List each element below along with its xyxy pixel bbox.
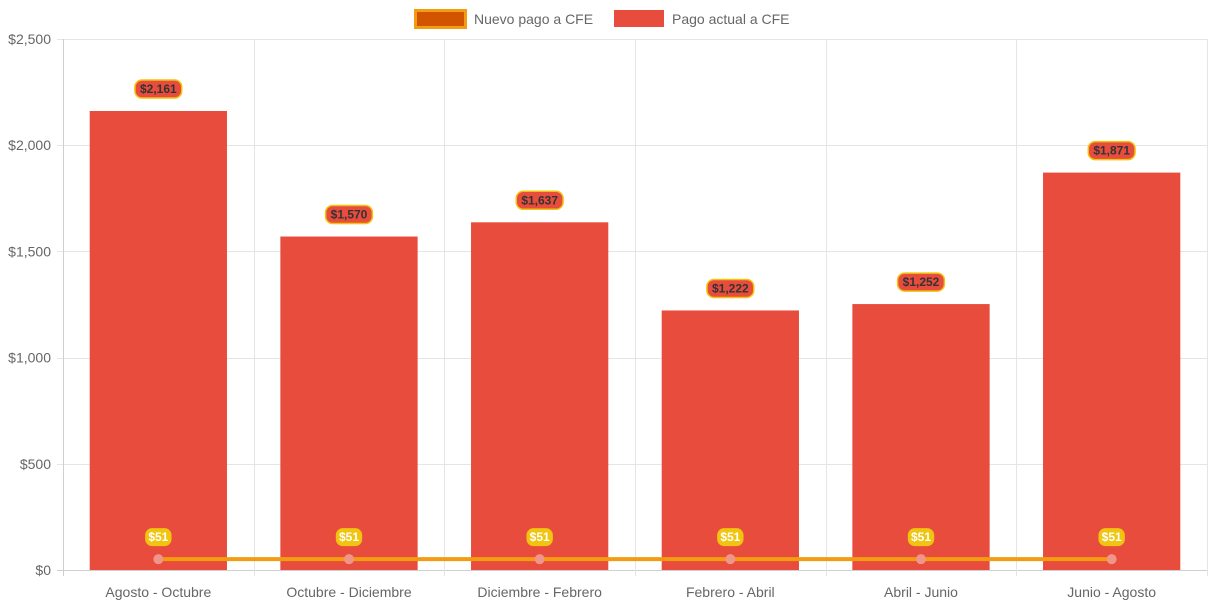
y-tick-label: $1,500	[8, 243, 51, 259]
y-tick-label: $2,500	[8, 31, 51, 47]
line-data-label: $51	[907, 528, 935, 547]
legend-swatch	[414, 9, 467, 29]
bar-layer	[89, 111, 1181, 571]
data-label-bg	[335, 528, 363, 547]
bar[interactable]	[471, 222, 609, 570]
line-data-label: $51	[717, 528, 744, 547]
legend-label: Pago actual a CFE	[672, 11, 790, 27]
data-label-bg	[896, 272, 946, 292]
bar-data-label: $1,222	[706, 278, 755, 299]
data-label-bg	[1087, 140, 1136, 161]
legend: Nuevo pago a CFE Pago actual a CFE	[414, 9, 790, 29]
bar[interactable]	[661, 310, 799, 570]
data-label-bg	[706, 278, 755, 299]
x-tick-label: Agosto - Octubre	[105, 584, 211, 600]
data-label-text: $1,637	[521, 193, 558, 207]
legend-label: Nuevo pago a CFE	[474, 11, 593, 27]
bar-data-label: $2,161	[134, 79, 183, 99]
line-data-label: $51	[526, 528, 553, 547]
bar[interactable]	[1043, 172, 1181, 570]
line-data-label: $51	[145, 528, 172, 547]
line-point[interactable]	[534, 554, 545, 565]
data-label-text: $51	[148, 530, 168, 544]
data-label-text: $1,222	[712, 281, 749, 295]
x-tick-label: Febrero - Abril	[686, 584, 775, 600]
bar-data-label: $1,570	[324, 204, 374, 225]
y-tick-label: $1,000	[8, 350, 51, 366]
line-layer	[153, 554, 1117, 565]
data-label-text: $1,570	[331, 208, 368, 222]
x-tick-label: Junio - Agosto	[1067, 584, 1156, 600]
y-tick-label: $0	[35, 562, 51, 578]
line-data-label: $51	[335, 528, 363, 547]
label-layer: $2,161 $1,570 $1,637 $1,222 $1,252 $1,871 $51 $…	[134, 79, 1136, 547]
legend-swatch	[614, 10, 664, 27]
data-label-bg	[145, 528, 172, 547]
legend-item-pago-actual[interactable]: Pago actual a CFE	[614, 10, 790, 27]
data-label-text: $1,252	[903, 275, 940, 289]
data-label-text: $51	[911, 530, 931, 544]
grid-layer	[57, 39, 1208, 576]
data-label-text: $1,871	[1093, 144, 1130, 158]
y-tick-label: $500	[20, 456, 51, 472]
axis-layer: $0 $500 $1,000 $1,500 $2,000 $2,500 Agosto - O…	[8, 31, 1156, 600]
data-label-bg	[717, 528, 744, 547]
data-label-bg	[515, 190, 564, 211]
line-point[interactable]	[916, 554, 926, 565]
legend-item-nuevo-pago[interactable]: Nuevo pago a CFE	[414, 9, 594, 29]
data-label-bg	[526, 528, 553, 547]
data-label-bg	[324, 204, 374, 225]
line-point[interactable]	[1106, 554, 1117, 565]
bar[interactable]	[280, 236, 418, 571]
data-label-text: $2,161	[140, 82, 177, 96]
data-label-text: $51	[339, 530, 359, 544]
data-label-text: $51	[1102, 530, 1122, 544]
line-point[interactable]	[725, 554, 736, 565]
y-tick-label: $2,000	[8, 137, 51, 153]
data-label-bg	[907, 528, 935, 547]
bar[interactable]	[89, 111, 227, 570]
data-label-bg	[1098, 528, 1125, 547]
x-tick-label: Abril - Junio	[884, 584, 958, 600]
line-point[interactable]	[153, 554, 164, 565]
data-label-text: $51	[530, 530, 550, 544]
line-point[interactable]	[344, 554, 354, 565]
data-label-text: $51	[720, 530, 740, 544]
bar-data-label: $1,637	[515, 190, 564, 211]
bar[interactable]	[852, 304, 990, 570]
bar-data-label: $1,252	[896, 272, 946, 292]
line-data-label: $51	[1098, 528, 1125, 547]
x-tick-label: Diciembre - Febrero	[477, 584, 602, 600]
data-label-bg	[134, 79, 183, 99]
bar-data-label: $1,871	[1087, 140, 1136, 161]
x-tick-label: Octubre - Diciembre	[286, 584, 411, 600]
